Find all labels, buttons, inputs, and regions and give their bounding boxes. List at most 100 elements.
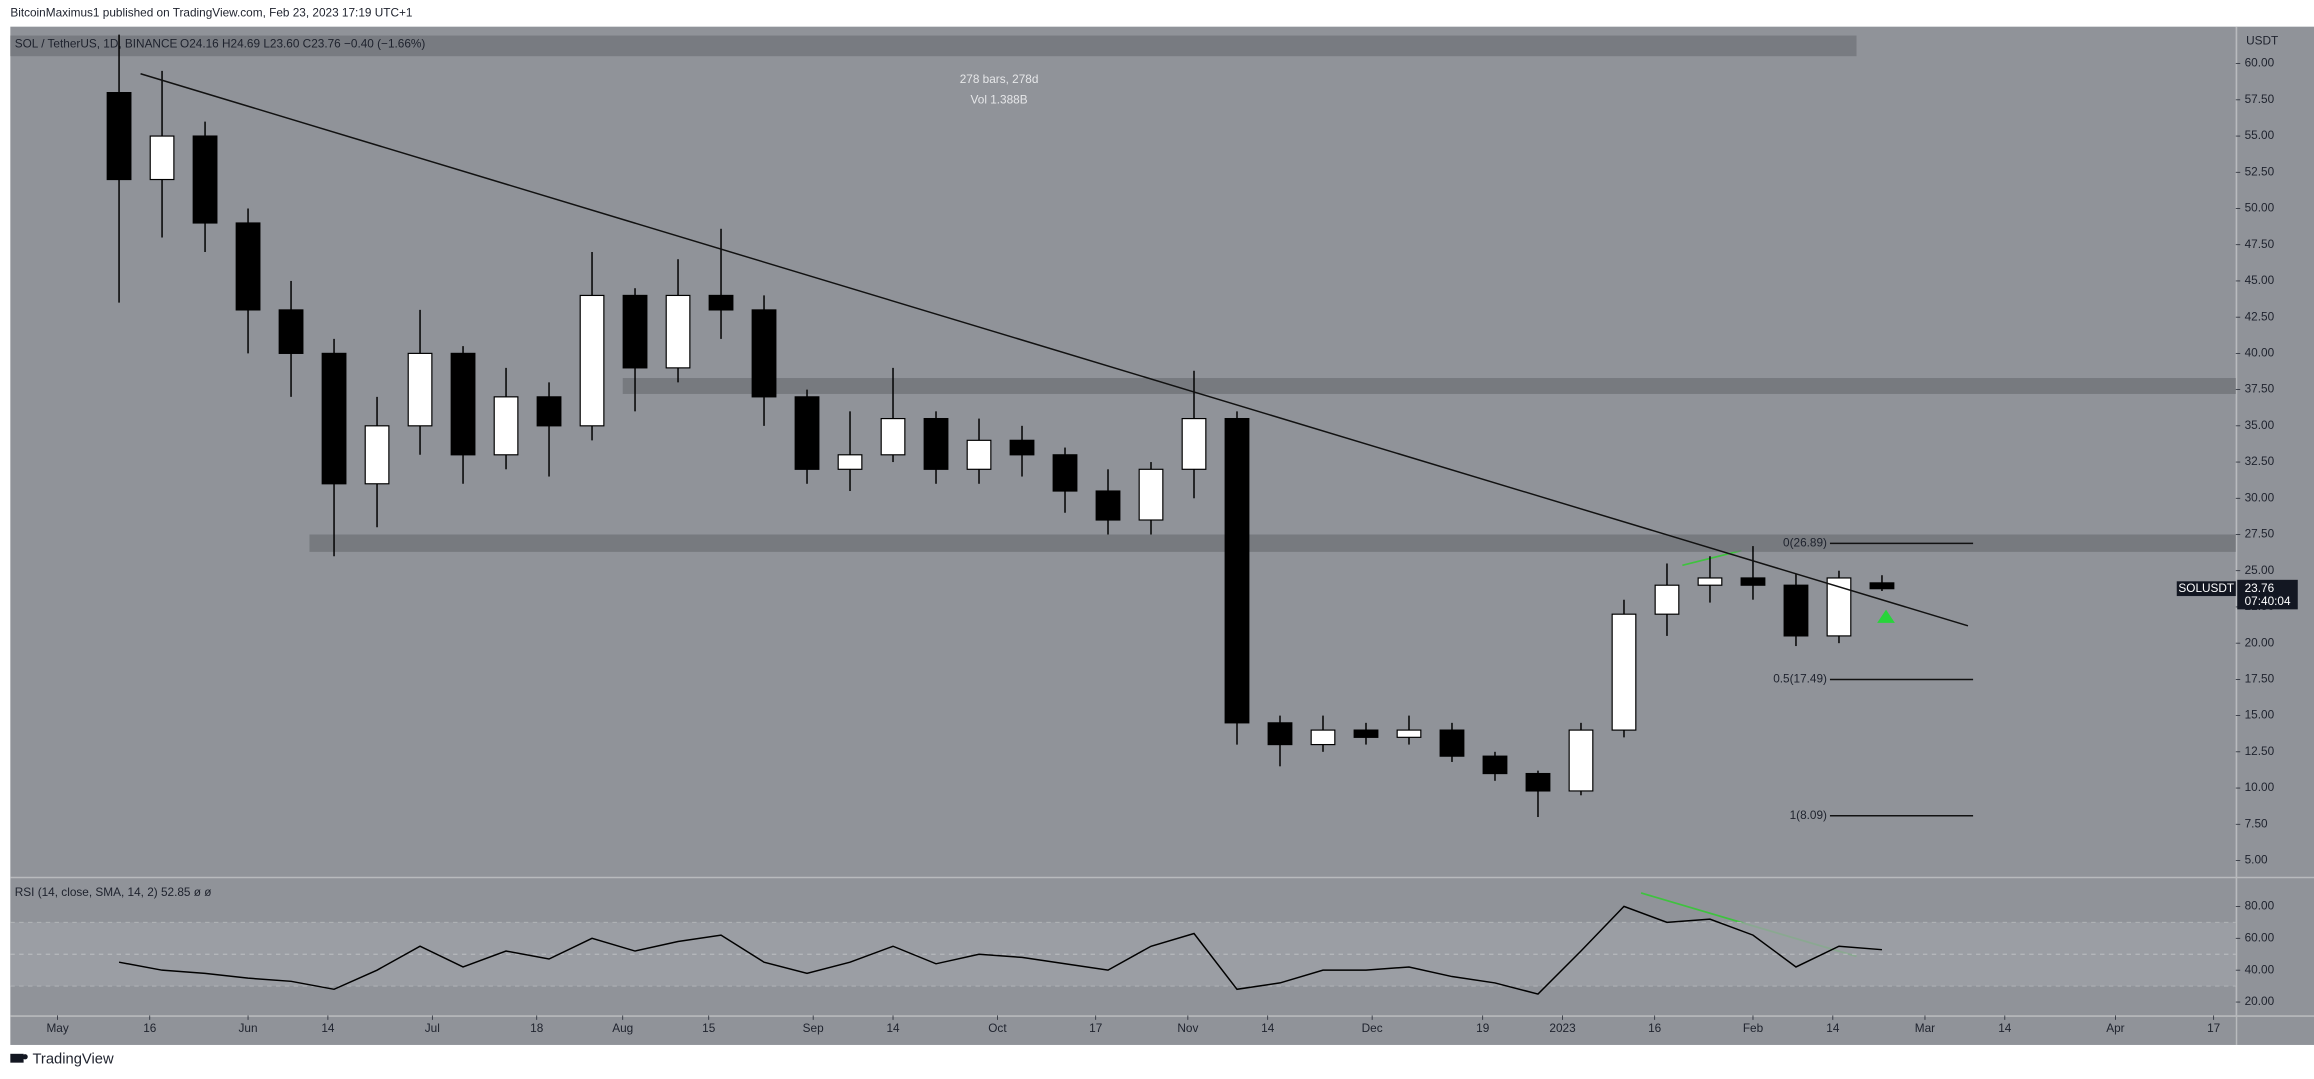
header: BitcoinMaximus1 published on TradingView…: [10, 5, 412, 19]
logo-part: [10, 1053, 24, 1063]
candle-body: [1568, 729, 1594, 792]
x-tick-label: 18: [530, 1021, 544, 1035]
candle-body: [1482, 755, 1508, 775]
price-value: 23.76: [2245, 581, 2275, 595]
measure-bars: 278 bars, 278d: [960, 72, 1039, 86]
symbol: SOL / TetherUS, 1D, BINANCE: [15, 36, 178, 50]
x-tick-label: 2023: [1549, 1021, 1576, 1035]
y-tick-label: 52.50: [2245, 164, 2275, 178]
y-tick-label: 15.00: [2245, 708, 2275, 722]
x-tick-label: Dec: [1362, 1021, 1383, 1035]
x-tick-label: 14: [886, 1021, 900, 1035]
x-tick-label: Mar: [1915, 1021, 1935, 1035]
y-tick-label: 12.50: [2245, 744, 2275, 758]
candle-body: [321, 352, 347, 485]
candle-body: [364, 425, 390, 485]
candle-body: [1439, 729, 1465, 757]
rsi-title: RSI (14, close, SMA, 14, 2) 52.85 ø ø: [15, 885, 212, 899]
candle-body: [794, 396, 820, 470]
candle-body: [923, 417, 949, 470]
x-tick-label: 17: [2207, 1021, 2220, 1035]
axis-unit: USDT: [2246, 34, 2278, 48]
y-tick-label: 5.00: [2245, 853, 2268, 867]
footer: TradingView: [32, 1052, 114, 1068]
x-tick-label: May: [46, 1021, 68, 1035]
candle-body: [1869, 582, 1895, 590]
y-tick-label: 7.50: [2245, 816, 2268, 830]
y-tick-label: 42.50: [2245, 309, 2275, 323]
candle-body: [837, 454, 863, 470]
candle-body: [1009, 439, 1035, 456]
fib-label: 0.5(17.49): [1773, 672, 1827, 686]
candle-body: [1826, 577, 1852, 637]
x-tick-label: Nov: [1177, 1021, 1198, 1035]
price-tag-bg: [2176, 581, 2236, 597]
candle-body: [1697, 577, 1723, 586]
measure-box: [10, 35, 1857, 57]
countdown: 07:40:04: [2245, 594, 2291, 608]
candle-body: [536, 396, 562, 427]
legend-values: O24.16 H24.69 L23.60 C23.76 −0.40 (−1.66…: [180, 36, 425, 50]
candle-body: [1396, 729, 1422, 738]
x-tick-label: Jul: [425, 1021, 440, 1035]
y-tick-label: 40.00: [2245, 962, 2275, 976]
y-tick-label: 17.50: [2245, 671, 2275, 685]
candle-body: [1611, 613, 1637, 731]
divergence-line: [1682, 549, 1742, 567]
x-tick-label: 17: [1089, 1021, 1102, 1035]
y-tick-label: 57.50: [2245, 92, 2275, 106]
candle-body: [1138, 468, 1164, 521]
trendline: [140, 73, 1969, 627]
rsi-band: [10, 922, 2236, 987]
y-tick-label: 32.50: [2245, 454, 2275, 468]
price-box: [2237, 579, 2298, 610]
candle-body: [192, 135, 218, 224]
candle-body: [235, 222, 261, 311]
arrow-marker: [1877, 609, 1895, 623]
candle-body: [1052, 454, 1078, 492]
y-tick-label: 47.50: [2245, 237, 2275, 251]
candle-body: [708, 294, 734, 311]
y-tick-label: 35.00: [2245, 418, 2275, 432]
candle-body: [1095, 490, 1121, 521]
y-tick-label: 30.00: [2245, 490, 2275, 504]
candle-body: [1267, 722, 1293, 746]
candle-body: [579, 294, 605, 427]
x-tick-label: Feb: [1743, 1021, 1764, 1035]
y-tick-label: 20.00: [2245, 635, 2275, 649]
candle-body: [665, 294, 691, 369]
y-tick-label: 55.00: [2245, 128, 2275, 142]
x-tick-label: Sep: [803, 1021, 824, 1035]
y-tick-label: 50.00: [2245, 201, 2275, 215]
candle-body: [1353, 729, 1379, 738]
fib-label: 0(26.89): [1783, 535, 1827, 549]
candle-body: [1181, 417, 1207, 470]
candle-body: [106, 92, 132, 181]
y-tick-label: 45.00: [2245, 273, 2275, 287]
x-tick-label: Oct: [988, 1021, 1007, 1035]
price-tag-name: SOLUSDT: [2178, 581, 2234, 595]
candle-body: [450, 352, 476, 456]
candle-body: [407, 352, 433, 427]
candle-body: [149, 135, 175, 181]
candle-body: [751, 309, 777, 398]
candle-body: [1783, 584, 1809, 637]
y-tick-label: 27.50: [2245, 527, 2275, 541]
y-tick-label: 60.00: [2245, 56, 2275, 70]
y-tick-label: 20.00: [2245, 994, 2275, 1008]
x-tick-label: 14: [1826, 1021, 1840, 1035]
time-axis: [10, 1015, 2314, 1045]
y-tick-label: 60.00: [2245, 930, 2275, 944]
candle-body: [1740, 577, 1766, 586]
candle-body: [966, 439, 992, 470]
candle-body: [622, 294, 648, 369]
y-tick-label: 37.50: [2245, 382, 2275, 396]
zone: [622, 378, 2236, 394]
x-tick-label: 15: [702, 1021, 716, 1035]
x-tick-label: 16: [1648, 1021, 1662, 1035]
plot-area: [10, 26, 2236, 1016]
y-tick-label: 10.00: [2245, 780, 2275, 794]
price-axis: [2235, 26, 2314, 1016]
candle-body: [1224, 417, 1250, 724]
